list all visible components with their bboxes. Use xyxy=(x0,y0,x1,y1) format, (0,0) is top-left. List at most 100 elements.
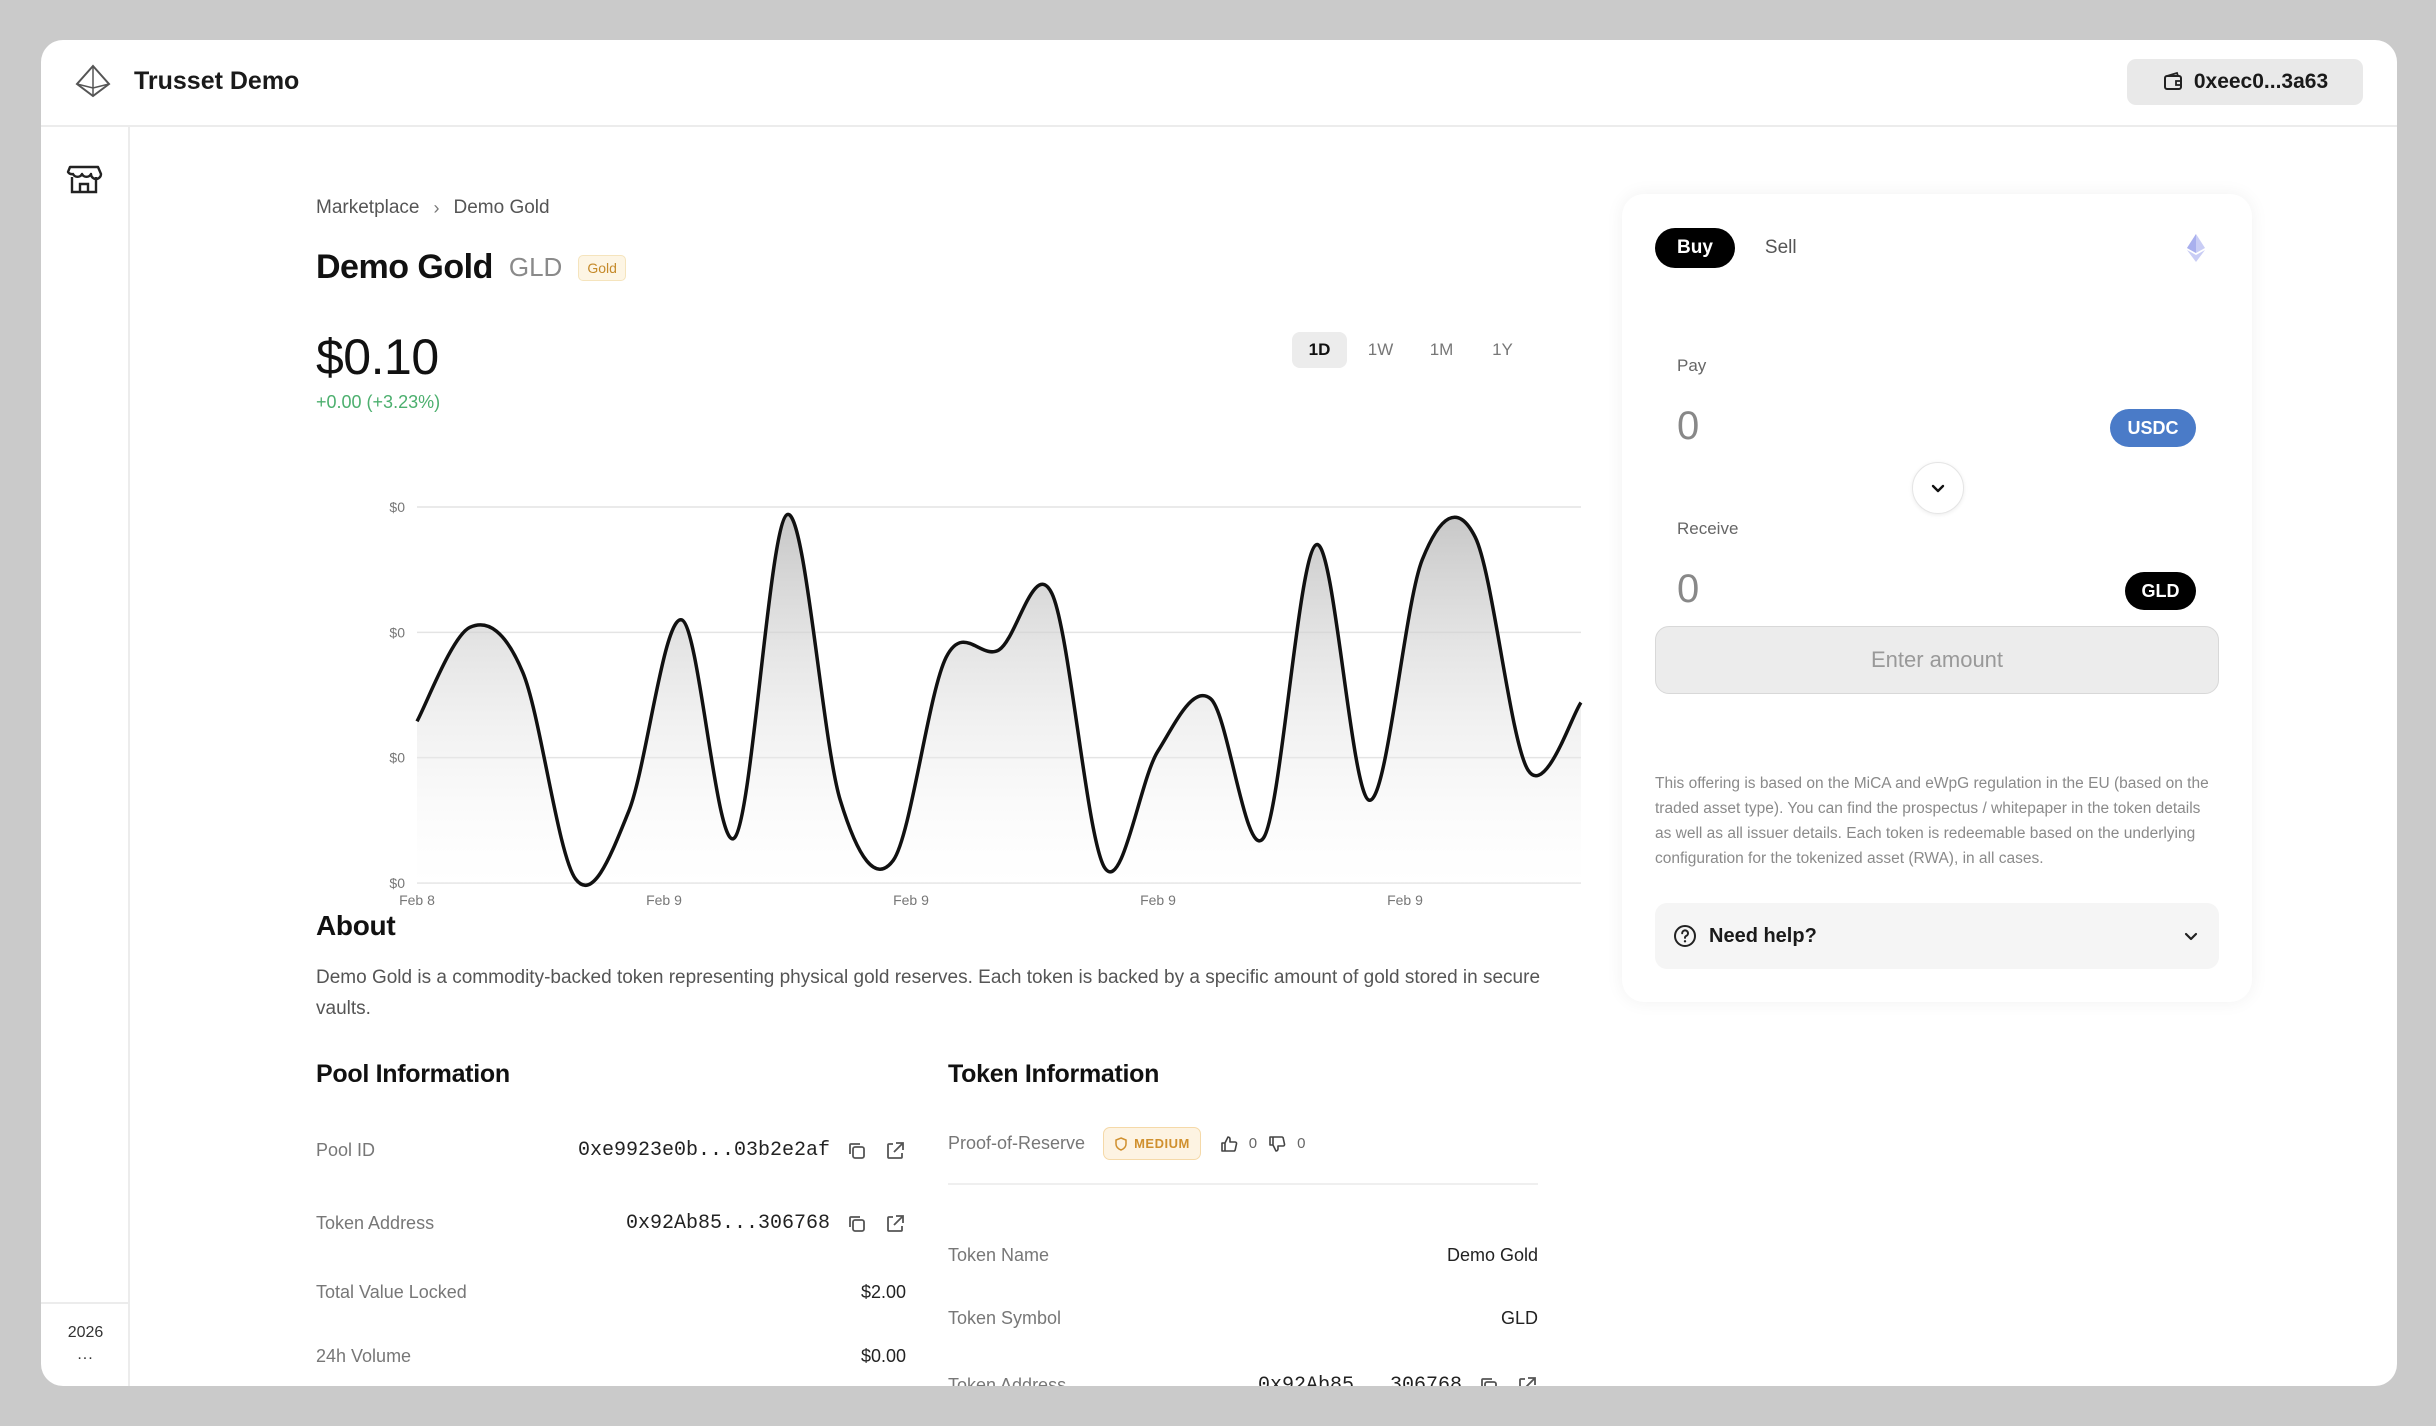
sidebar: 2026 ... xyxy=(41,127,130,1386)
x-tick-label: Feb 9 xyxy=(893,892,929,908)
y-tick-label: $0 xyxy=(389,499,405,515)
about-text: Demo Gold is a commodity-backed token re… xyxy=(316,967,1541,1019)
token-symbol-value: GLD xyxy=(1500,1308,1538,1328)
price-change: +0.00 (+3.23%) xyxy=(316,392,441,412)
token-symbol-label: Token Symbol xyxy=(948,1308,1062,1328)
token-address-label: Token Address xyxy=(948,1375,1067,1386)
y-tick-label: $0 xyxy=(389,624,405,640)
risk-badge-label: MEDIUM xyxy=(1134,1136,1190,1151)
pool-id-row: Pool ID 0xe9923e0b...03b2e2af xyxy=(316,1139,906,1162)
token-symbol: GLD xyxy=(508,252,563,282)
breadcrumb-marketplace[interactable]: Marketplace xyxy=(316,197,420,218)
pool-id-value: 0xe9923e0b...03b2e2af xyxy=(577,1139,830,1162)
wallet-address: 0xeec0...3a63 xyxy=(2193,70,2329,93)
range-1m[interactable]: 1M xyxy=(1429,340,1454,359)
tvl-row: Total Value Locked $2.00 xyxy=(316,1282,906,1303)
x-tick-label: Feb 9 xyxy=(1387,892,1423,908)
receive-amount-input[interactable]: 0 xyxy=(1677,567,1700,611)
chart-area-fill xyxy=(417,514,1581,886)
tvl-value: $2.00 xyxy=(860,1282,906,1302)
shield-icon xyxy=(1115,1136,1127,1151)
help-circle-icon xyxy=(1674,925,1696,947)
pool-token-address-label: Token Address xyxy=(316,1213,435,1233)
downvote-count: 0 xyxy=(1297,1135,1306,1152)
pay-label: Pay xyxy=(1677,356,1707,375)
x-tick-label: Feb 8 xyxy=(399,892,435,908)
trade-panel: Buy Sell Pay 0 USDC Receive 0 GLD Enter … xyxy=(1622,194,2252,1002)
external-link-icon[interactable] xyxy=(1516,1375,1538,1387)
category-badge: Gold xyxy=(578,254,626,281)
chevron-down-icon xyxy=(2184,932,2198,941)
copy-icon[interactable] xyxy=(1478,1375,1500,1387)
need-help-label: Need help? xyxy=(1709,924,1817,947)
range-selector: 1D 1W 1M 1Y xyxy=(1292,332,1530,368)
token-name-value: Demo Gold xyxy=(1446,1245,1538,1265)
token-address-value: 0x92Ab85...306768 xyxy=(1257,1374,1462,1386)
volume-label: 24h Volume xyxy=(316,1346,412,1366)
tab-sell[interactable]: Sell xyxy=(1764,237,1797,258)
chevron-down-icon xyxy=(1931,484,1945,493)
x-tick-label: Feb 9 xyxy=(1140,892,1176,908)
pay-amount-input[interactable]: 0 xyxy=(1677,404,1700,448)
top-bar: Trusset Demo 0xeec0...3a63 xyxy=(41,40,2397,127)
price-chart: $0 $0 $0 $0 Feb 8 Feb 9 Feb 9 Feb 9 Feb 9 xyxy=(389,499,1583,908)
token-info-heading: Token Information xyxy=(948,1060,1160,1088)
copy-icon[interactable] xyxy=(846,1140,868,1162)
chart-series-line xyxy=(415,512,1583,888)
pool-id-label: Pool ID xyxy=(316,1140,376,1160)
store-icon[interactable] xyxy=(65,159,103,197)
range-1w[interactable]: 1W xyxy=(1367,340,1394,359)
receive-currency-button[interactable]: GLD xyxy=(2125,572,2196,610)
external-link-icon[interactable] xyxy=(884,1213,906,1235)
token-symbol-row: Token Symbol GLD xyxy=(948,1308,1538,1329)
logo-icon xyxy=(75,64,111,98)
sidebar-footer: 2026 ... xyxy=(41,1302,130,1386)
year-label: 2026 xyxy=(67,1324,104,1341)
more-icon[interactable]: ... xyxy=(77,1346,94,1363)
chevron-right-icon: › xyxy=(433,197,440,218)
tvl-label: Total Value Locked xyxy=(316,1282,467,1302)
por-row: Proof-of-Reserve MEDIUM 0 0 xyxy=(948,1127,1538,1160)
por-label: Proof-of-Reserve xyxy=(948,1133,1086,1153)
tab-buy[interactable]: Buy xyxy=(1655,228,1735,268)
range-1y[interactable]: 1Y xyxy=(1492,340,1513,359)
need-help-accordion[interactable]: Need help? xyxy=(1655,903,2219,969)
thumbs-up-icon[interactable] xyxy=(1219,1134,1239,1154)
pay-currency-button[interactable]: USDC xyxy=(2110,409,2196,447)
thumbs-down-icon[interactable] xyxy=(1267,1134,1287,1154)
y-tick-label: $0 xyxy=(389,750,405,766)
divider xyxy=(948,1183,1538,1185)
pool-heading: Pool Information xyxy=(316,1060,510,1088)
ethereum-icon xyxy=(2187,234,2205,262)
copy-icon[interactable] xyxy=(846,1213,868,1235)
token-name-row: Token Name Demo Gold xyxy=(948,1245,1538,1266)
token-name: Demo Gold xyxy=(316,248,493,286)
pool-token-address-row: Token Address 0x92Ab85...306768 xyxy=(316,1212,906,1235)
app-title: Trusset Demo xyxy=(134,67,300,95)
volume-row: 24h Volume $0.00 xyxy=(316,1346,906,1367)
token-header: Demo Gold GLD Gold xyxy=(316,248,626,287)
about-heading: About xyxy=(316,910,396,941)
votes: 0 0 xyxy=(1219,1134,1306,1154)
pool-token-address-value: 0x92Ab85...306768 xyxy=(625,1212,830,1235)
external-link-icon[interactable] xyxy=(884,1140,906,1162)
app-window: Trusset Demo 0xeec0...3a63 2026 ... Mark… xyxy=(41,40,2397,1386)
wallet-icon xyxy=(2163,71,2182,90)
upvote-count: 0 xyxy=(1248,1135,1258,1152)
token-name-label: Token Name xyxy=(948,1245,1050,1265)
swap-direction-button[interactable] xyxy=(1912,462,1964,514)
range-1d[interactable]: 1D xyxy=(1292,332,1347,368)
regulation-disclaimer: This offering is based on the MiCA and e… xyxy=(1655,775,2209,867)
y-tick-label: $0 xyxy=(389,875,405,891)
enter-amount-button[interactable]: Enter amount xyxy=(1655,626,2219,694)
risk-badge: MEDIUM xyxy=(1103,1127,1201,1160)
trade-tabs: Buy Sell xyxy=(1655,228,1819,268)
x-tick-label: Feb 9 xyxy=(646,892,682,908)
wallet-button[interactable]: 0xeec0...3a63 xyxy=(2127,59,2363,105)
volume-value: $0.00 xyxy=(860,1346,906,1366)
receive-label: Receive xyxy=(1677,519,1739,538)
breadcrumb-current: Demo Gold xyxy=(453,197,550,218)
breadcrumb: Marketplace › Demo Gold xyxy=(316,197,550,219)
token-address-row: Token Address 0x92Ab85...306768 xyxy=(948,1374,1538,1386)
token-price: $0.10 xyxy=(316,329,439,385)
